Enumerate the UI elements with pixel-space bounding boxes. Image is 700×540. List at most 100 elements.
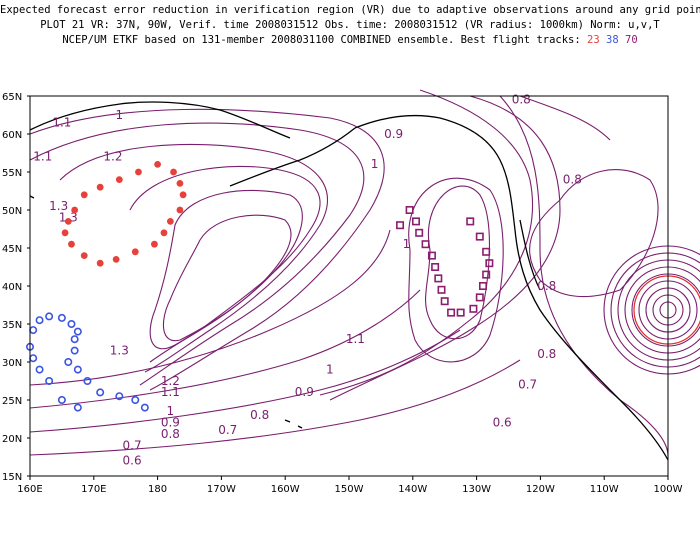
contour-label: 1.1	[33, 150, 52, 164]
track-38-marker	[45, 312, 54, 321]
lat-tick-label: 65N	[2, 92, 22, 103]
track-23-marker	[61, 229, 69, 237]
contour-label: 1.1	[161, 385, 180, 399]
contour-line	[408, 177, 504, 363]
header-line-1: Expected forecast error reduction in ver…	[0, 4, 700, 16]
lat-tick-label: 25N	[2, 396, 22, 407]
track-38-marker	[96, 388, 105, 397]
contour-line	[29, 289, 421, 409]
contour-line	[499, 95, 669, 457]
contour-label: 0.8	[250, 408, 269, 422]
track-70-marker	[478, 281, 487, 290]
track-70-marker	[431, 262, 440, 271]
header-line-2: PLOT 21 VR: 37N, 90W, Verif. time 200803…	[40, 19, 660, 31]
track-23-marker	[170, 168, 177, 176]
track-23-marker	[80, 252, 88, 259]
track-70-marker	[485, 259, 494, 268]
contour-line	[329, 95, 561, 401]
track-23-marker	[179, 191, 187, 199]
contour-label: 0.9	[384, 127, 403, 141]
track-70-marker	[475, 293, 484, 302]
track-id-red: 23	[587, 34, 600, 46]
track-38-marker	[67, 319, 76, 328]
contour-label: 0.7	[123, 438, 142, 452]
contour-line	[149, 189, 303, 350]
track-38-marker	[35, 316, 44, 325]
contour-ring	[624, 266, 700, 354]
track-38-marker	[115, 392, 124, 401]
track-38-marker	[57, 313, 66, 322]
contour-label: 1.3	[110, 343, 129, 357]
contour-label: 0.8	[161, 427, 180, 441]
track-70-marker	[456, 308, 465, 317]
track-38-marker	[131, 395, 140, 404]
track-23-marker	[96, 183, 104, 191]
track-38-marker	[45, 376, 54, 385]
track-38-marker	[70, 346, 79, 355]
track-70-marker	[415, 228, 424, 237]
lat-tick-label: 15N	[2, 472, 22, 483]
lat-tick-label: 35N	[2, 320, 22, 331]
contour-label-layer: 11.11.1 1.21.31.31.31.21.110.90.80.70.60.…	[33, 93, 582, 468]
lon-tick-label: 160W	[271, 484, 300, 495]
contour-label: 1	[326, 362, 334, 376]
contour-line	[29, 122, 365, 386]
track-38-marker	[83, 376, 92, 385]
track-70-marker	[434, 274, 443, 283]
lon-tick-label: 140W	[398, 484, 427, 495]
contour-label: 0.7	[218, 423, 237, 437]
contour-label: 1	[167, 404, 175, 418]
contour-label: 1	[403, 237, 411, 251]
track-38-marker	[29, 326, 38, 335]
coastline	[229, 127, 356, 187]
track-23-marker	[80, 191, 88, 199]
track-23-marker	[112, 256, 120, 263]
track-70-marker	[396, 221, 405, 230]
lat-tick-label: 20N	[2, 434, 22, 445]
track-id-blue: 38	[606, 34, 619, 46]
contour-line	[59, 143, 329, 373]
axis-tick-layer: 160E 170E 180 170W 160W 150W 140W 130W 120W 110W 1…	[2, 92, 683, 495]
contour-label: 1.3	[59, 210, 78, 224]
track-70-marker	[405, 206, 414, 215]
contour-label: 1.1	[52, 115, 71, 129]
track-70-marker	[469, 304, 478, 313]
contour-label: 0.6	[493, 416, 512, 430]
lat-tick-label: 55N	[2, 168, 22, 179]
lon-tick-label: 150W	[335, 484, 364, 495]
track-38-marker	[70, 335, 79, 344]
track-23-marker	[151, 240, 158, 248]
lon-tick-label: 130W	[462, 484, 491, 495]
contour-label: 0.8	[537, 279, 556, 293]
track-70-marker	[466, 217, 475, 226]
track-38-marker	[73, 327, 82, 336]
lon-tick-label: 160E	[17, 484, 42, 495]
track-23-marker	[154, 161, 162, 168]
track-38-marker	[64, 357, 73, 366]
track-23-marker	[71, 206, 79, 214]
contour-ring	[610, 252, 700, 368]
flight-track-layer	[25, 161, 494, 412]
track-23-marker	[68, 240, 75, 248]
contour-line	[29, 359, 521, 456]
header-line-3: NCEP/UM ETKF based on 131-member 2008031…	[0, 34, 700, 46]
track-70-marker	[482, 247, 491, 256]
lat-tick-label: 50N	[2, 206, 22, 217]
track-23-marker	[135, 168, 142, 176]
contour-label: 0.8	[563, 172, 582, 186]
track-23-marker	[115, 176, 123, 184]
contour-line	[29, 229, 391, 386]
lon-tick-label: 170E	[81, 484, 106, 495]
track-70-marker	[427, 251, 436, 260]
contour-label: 0.6	[123, 454, 142, 468]
contour-line	[29, 329, 461, 433]
contour-line	[519, 95, 611, 141]
lon-tick-label: 110W	[590, 484, 619, 495]
contour-label: 0.8	[537, 347, 556, 361]
lon-tick-label: 100W	[654, 484, 683, 495]
track-70-marker	[437, 285, 446, 294]
track-38-marker	[73, 403, 82, 412]
track-23-marker	[96, 259, 104, 267]
contour-line	[529, 169, 659, 298]
